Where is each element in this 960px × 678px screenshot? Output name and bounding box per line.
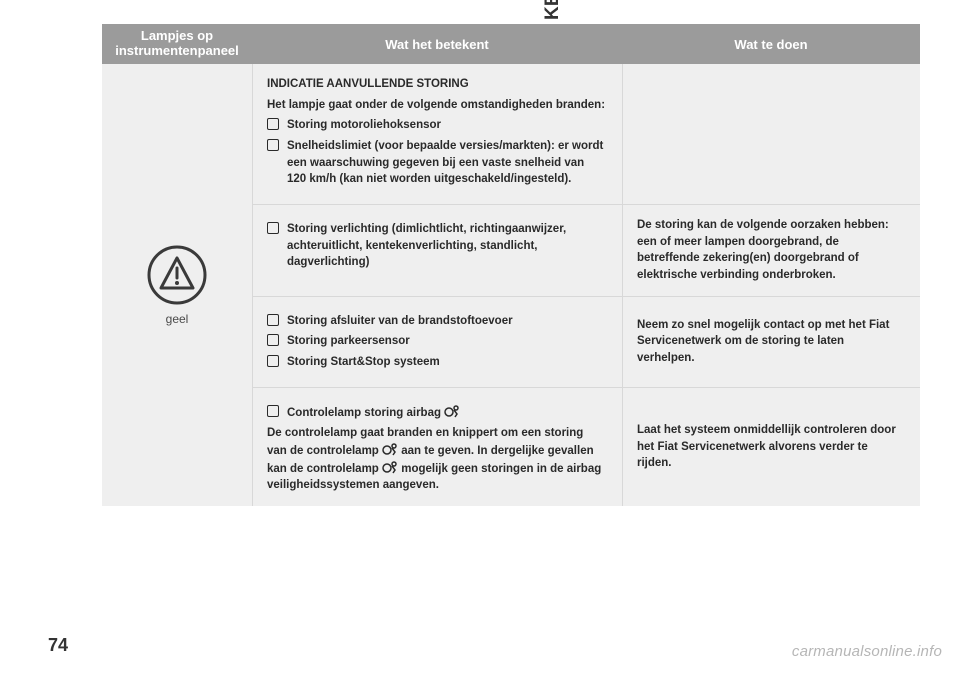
table-row: INDICATIE AANVULLENDE STORING Het lampje… — [253, 64, 920, 204]
table-body: geel INDICATIE AANVULLENDE STORING Het l… — [102, 64, 920, 506]
list-item: Storing Start&Stop systeem — [267, 354, 606, 371]
header-col-action: Wat te doen — [622, 24, 920, 64]
list-item-text: Storing motoroliehoksensor — [287, 117, 441, 134]
table-header: Lampjes op instrumentenpaneel Wat het be… — [102, 24, 920, 64]
box-bullet-icon — [267, 314, 279, 326]
box-bullet-icon — [267, 355, 279, 367]
table-row: Storing afsluiter van de brandstoftoevoe… — [253, 296, 920, 387]
list-item: Controlelamp storing airbag — [267, 404, 606, 422]
box-bullet-icon — [267, 405, 279, 417]
page-number: 74 — [48, 635, 68, 656]
header-col-lamp: Lampjes op instrumentenpaneel — [102, 24, 252, 64]
table-row: Storing verlichting (dimlichtlicht, rich… — [253, 204, 920, 296]
list-item: Storing motoroliehoksensor — [267, 117, 606, 134]
header-col-lamp-line1: Lampjes op — [141, 28, 213, 43]
source-watermark: carmanualsonline.info — [792, 643, 942, 660]
box-bullet-icon — [267, 118, 279, 130]
box-bullet-icon — [267, 334, 279, 346]
table-row: Controlelamp storing airbag De controlel… — [253, 387, 920, 506]
list-item-text: Storing Start&Stop systeem — [287, 354, 440, 371]
action-cell: Laat het systeem onmiddellijk controlere… — [623, 388, 920, 506]
box-bullet-icon — [267, 139, 279, 151]
airbag-icon — [444, 404, 460, 418]
airbag-lead: Controlelamp storing airbag — [287, 407, 441, 419]
airbag-paragraph: De controlelamp gaat branden en knippert… — [267, 425, 606, 494]
manual-page: KENNISMAKING MET HET INSTRUMENTENPANEEL … — [0, 0, 960, 678]
list-item-text: Storing parkeersensor — [287, 333, 410, 350]
action-cell: Neem zo snel mogelijk contact op met het… — [623, 297, 920, 387]
action-text: Neem zo snel mogelijk contact op met het… — [637, 317, 904, 367]
list-item-text: Controlelamp storing airbag — [287, 404, 460, 422]
row-title: INDICATIE AANVULLENDE STORING — [267, 76, 606, 93]
lamp-icon-label: geel — [166, 312, 189, 326]
meaning-cell: Storing verlichting (dimlichtlicht, rich… — [253, 205, 623, 296]
list-item: Storing afsluiter van de brandstoftoevoe… — [267, 313, 606, 330]
action-cell: De storing kan de volgende oorzaken hebb… — [623, 205, 920, 296]
row-intro: Het lampje gaat onder de volgende omstan… — [267, 97, 606, 114]
header-col-meaning: Wat het betekent — [252, 24, 622, 64]
warning-triangle-icon — [146, 244, 208, 306]
meaning-cell: Storing afsluiter van de brandstoftoevoe… — [253, 297, 623, 387]
action-cell — [623, 64, 920, 204]
airbag-icon — [382, 442, 398, 456]
list-item: Storing parkeersensor — [267, 333, 606, 350]
section-side-title: KENNISMAKING MET HET INSTRUMENTENPANEEL — [62, 0, 88, 20]
header-col-lamp-line2: instrumentenpaneel — [115, 43, 239, 58]
list-item: Storing verlichting (dimlichtlicht, rich… — [267, 221, 606, 271]
table-content: INDICATIE AANVULLENDE STORING Het lampje… — [253, 64, 920, 506]
list-item-text: Storing afsluiter van de brandstoftoevoe… — [287, 313, 513, 330]
list-item: Snelheidslimiet (voor bepaalde versies/m… — [267, 138, 606, 188]
meaning-cell: Controlelamp storing airbag De controlel… — [253, 388, 623, 506]
list-item-text: Snelheidslimiet (voor bepaalde versies/m… — [287, 138, 606, 188]
list-item-text: Storing verlichting (dimlichtlicht, rich… — [287, 221, 606, 271]
lamp-icon-cell: geel — [102, 64, 253, 506]
section-side-title-text: KENNISMAKING MET HET INSTRUMENTENPANEEL — [542, 0, 564, 20]
warning-table: Lampjes op instrumentenpaneel Wat het be… — [102, 24, 920, 506]
box-bullet-icon — [267, 222, 279, 234]
action-text: Laat het systeem onmiddellijk controlere… — [637, 422, 904, 472]
action-text: De storing kan de volgende oorzaken hebb… — [637, 217, 904, 284]
meaning-cell: INDICATIE AANVULLENDE STORING Het lampje… — [253, 64, 623, 204]
airbag-icon — [382, 460, 398, 474]
